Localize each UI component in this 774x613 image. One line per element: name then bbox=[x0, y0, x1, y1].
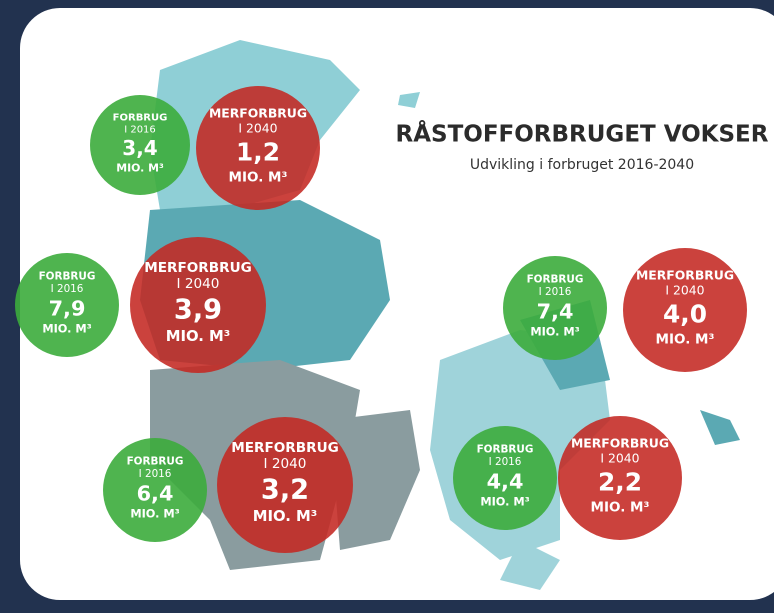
merforbrug-circle bbox=[130, 237, 266, 373]
circle-label: FORBRUG bbox=[477, 444, 534, 456]
circle-unit: MIO. M³ bbox=[591, 499, 650, 515]
merforbrug-circle bbox=[623, 248, 747, 372]
circle-value: 4,4 bbox=[487, 470, 524, 494]
circle-value: 7,9 bbox=[49, 297, 86, 321]
circle-label: FORBRUG bbox=[39, 271, 96, 283]
subtitle: Udvikling i forbruget 2016-2040 bbox=[470, 157, 694, 173]
circle-label: FORBRUG bbox=[113, 113, 168, 124]
circle-unit: MIO. M³ bbox=[116, 162, 164, 175]
circle-value: 4,0 bbox=[663, 300, 707, 329]
circle-year: I 2016 bbox=[539, 286, 572, 298]
circle-year: I 2040 bbox=[264, 456, 307, 472]
circle-label: MERFORBRUG bbox=[144, 260, 252, 276]
circle-year: I 2040 bbox=[238, 120, 277, 135]
circle-year: I 2040 bbox=[177, 276, 220, 292]
circle-label: MERFORBRUG bbox=[636, 268, 734, 283]
merforbrug-circle bbox=[217, 417, 353, 553]
circle-year: I 2016 bbox=[51, 283, 84, 295]
circle-label: FORBRUG bbox=[127, 456, 184, 468]
forbrug-circle bbox=[453, 426, 557, 530]
circle-year: I 2016 bbox=[124, 125, 156, 136]
circle-value: 1,2 bbox=[236, 138, 280, 167]
circle-label: MERFORBRUG bbox=[231, 440, 339, 456]
circle-label: MERFORBRUG bbox=[209, 106, 307, 121]
circle-unit: MIO. M³ bbox=[42, 322, 91, 336]
circle-value: 2,2 bbox=[598, 468, 642, 497]
circle-value: 3,9 bbox=[174, 295, 222, 326]
circle-unit: MIO. M³ bbox=[480, 495, 529, 509]
circle-unit: MIO. M³ bbox=[229, 169, 288, 185]
circle-unit: MIO. M³ bbox=[530, 325, 579, 339]
circle-unit: MIO. M³ bbox=[253, 508, 318, 525]
forbrug-circle bbox=[103, 438, 207, 542]
merforbrug-circle bbox=[196, 86, 320, 210]
circle-year: I 2016 bbox=[139, 468, 172, 480]
circle-year: I 2040 bbox=[665, 282, 704, 297]
title: RÅSTOFFORBRUGET VOKSER bbox=[396, 120, 769, 148]
forbrug-circle bbox=[90, 95, 190, 195]
forbrug-circle bbox=[15, 253, 119, 357]
circle-value: 7,4 bbox=[537, 300, 574, 324]
circle-label: FORBRUG bbox=[527, 274, 584, 286]
circle-unit: MIO. M³ bbox=[166, 328, 231, 345]
circle-unit: MIO. M³ bbox=[656, 331, 715, 347]
forbrug-circle bbox=[503, 256, 607, 360]
circle-unit: MIO. M³ bbox=[130, 507, 179, 521]
circle-value: 6,4 bbox=[137, 482, 174, 506]
circle-value: 3,2 bbox=[261, 475, 309, 506]
circle-year: I 2040 bbox=[600, 450, 639, 465]
circle-year: I 2016 bbox=[489, 456, 522, 468]
merforbrug-circle bbox=[558, 416, 682, 540]
circle-label: MERFORBRUG bbox=[571, 436, 669, 451]
circle-value: 3,4 bbox=[122, 136, 157, 160]
